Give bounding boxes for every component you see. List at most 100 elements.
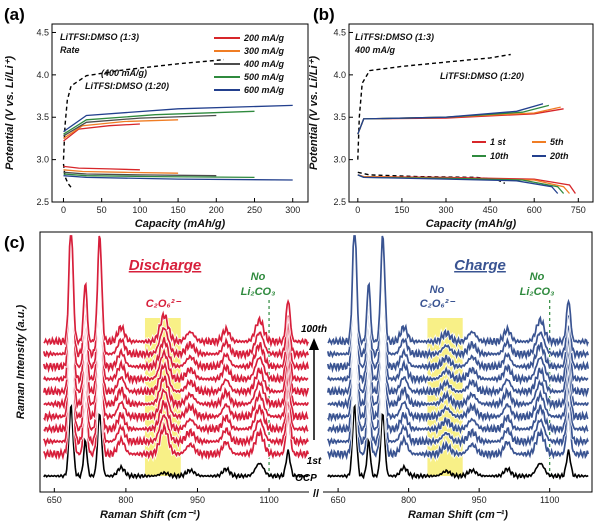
a-reference-charge-curve bbox=[62, 58, 224, 160]
c-right-x-tick-label: 950 bbox=[472, 495, 487, 505]
a-series-0-charge-curve bbox=[63, 123, 140, 142]
panel-c-x-ticks: 650 800 950 1100 650 800 950 1100 bbox=[47, 488, 559, 505]
a-series-0-discharge-curve bbox=[63, 165, 140, 171]
c-right-cycle-trace bbox=[327, 235, 589, 348]
b-x-tick-label: 750 bbox=[571, 205, 586, 215]
c-left-ocp-trace bbox=[43, 403, 309, 481]
c-left-x-tick-label: 800 bbox=[118, 495, 133, 505]
panel-c-marker-lines bbox=[268, 300, 551, 476]
a-y-tick-label: 3.5 bbox=[36, 112, 49, 122]
b-reference-charge-curve bbox=[357, 53, 511, 160]
a-y-tick-label: 4.0 bbox=[36, 70, 49, 80]
panel-a-y-ticks: 2.5 3.0 3.5 4.0 4.5 bbox=[36, 27, 56, 207]
c-left-x-tick-label: 650 bbox=[47, 495, 62, 505]
panel-a-y-axis-title: Potential (V vs. Li/Li⁺) bbox=[4, 56, 16, 170]
panel-b-y-ticks: 2.5 3.0 3.5 4.0 4.5 bbox=[333, 27, 353, 207]
panel-b-plot-frame bbox=[348, 23, 594, 203]
a-series-2-charge-curve bbox=[63, 114, 217, 137]
panel-b-label: (b) bbox=[313, 5, 335, 24]
a-series-3-charge-curve bbox=[63, 110, 255, 135]
panel-c-ocp-label: OCP bbox=[295, 473, 317, 484]
panel-c-charge-species-label: C₂O₆²⁻ bbox=[420, 298, 456, 310]
b-x-tick-label: 0 bbox=[355, 205, 360, 215]
panel-a-discharge-charge-rate: (a) 0 50 100 150 200 250 300 2.5 3.0 3.5 4.0 4.5 L… bbox=[4, 5, 309, 230]
panel-c-cycle-arrowhead-icon bbox=[309, 338, 319, 350]
a-legend-label: 400 mA/g bbox=[243, 59, 285, 69]
panel-c-plot-frame bbox=[39, 231, 593, 493]
panel-a-header-rate: Rate bbox=[60, 45, 80, 55]
a-series-1-charge-curve bbox=[63, 119, 179, 139]
panel-b-curves bbox=[357, 53, 576, 194]
panel-c-x-axis-title-right: Raman Shift (cm⁻¹) bbox=[408, 509, 508, 521]
panel-b-x-ticks: 0 150 300 450 600 750 bbox=[355, 198, 586, 215]
b-legend-label: 10th bbox=[490, 151, 509, 161]
b-y-tick-label: 4.5 bbox=[333, 27, 346, 37]
b-y-tick-label: 2.5 bbox=[333, 197, 346, 207]
b-series-3-charge-curve bbox=[357, 103, 544, 135]
b-x-tick-label: 450 bbox=[483, 205, 498, 215]
b-series-1-charge-curve bbox=[357, 106, 561, 135]
a-legend-label: 200 mA/g bbox=[243, 33, 285, 43]
panel-b-y-axis-title: Potential (V vs. Li/Li⁺) bbox=[308, 56, 320, 170]
panel-c-x-axis-title-left: Raman Shift (cm⁻¹) bbox=[100, 509, 200, 521]
a-x-tick-label: 100 bbox=[132, 205, 147, 215]
a-x-tick-label: 0 bbox=[61, 205, 66, 215]
a-reference-discharge-curve bbox=[62, 163, 74, 190]
panel-c-traces bbox=[42, 234, 590, 481]
panel-b-cycling: (b) 0 150 300 450 600 750 2.5 3.0 3.5 4.0 4.5 LiT… bbox=[308, 5, 594, 230]
b-legend-label: 20th bbox=[549, 151, 569, 161]
panel-c-charge-no-label: No bbox=[430, 284, 445, 296]
c-right-x-tick-label: 1100 bbox=[540, 495, 559, 505]
panel-a-legend: 200 mA/g 300 mA/g 400 mA/g 500 mA/g 600 mA/g bbox=[214, 33, 285, 95]
c-right-x-tick-label: 800 bbox=[401, 495, 416, 505]
panel-c-discharge-no-species: Li₂CO₃ bbox=[241, 286, 276, 298]
b-legend-label: 1 st bbox=[490, 137, 507, 147]
a-x-tick-label: 200 bbox=[209, 205, 224, 215]
a-legend-label: 500 mA/g bbox=[244, 72, 285, 82]
a-y-tick-label: 4.5 bbox=[36, 27, 49, 37]
c-left-x-tick-label: 1100 bbox=[259, 495, 278, 505]
a-x-tick-label: 150 bbox=[171, 205, 186, 215]
panel-c-label: (c) bbox=[4, 233, 25, 252]
panel-b-header-electrolyte: LiTFSI:DMSO (1:3) bbox=[355, 32, 434, 42]
panel-a-plot-frame bbox=[51, 23, 309, 203]
panel-a-annotation-current: (400 mA/g) bbox=[101, 68, 147, 78]
a-series-1-discharge-curve bbox=[63, 169, 179, 174]
b-x-tick-label: 600 bbox=[527, 205, 542, 215]
b-x-tick-label: 300 bbox=[438, 205, 453, 215]
panel-a-x-ticks: 0 50 100 150 200 250 300 bbox=[61, 198, 300, 215]
panel-c-discharge-title: Discharge bbox=[129, 257, 202, 274]
a-x-tick-label: 300 bbox=[285, 205, 300, 215]
panel-c-charge-no-label-2: No bbox=[530, 271, 545, 283]
panel-a-label: (a) bbox=[4, 5, 25, 24]
panel-c-raman: (c) 650 800 950 1100 650 800 950 1100 // Discha… bbox=[4, 231, 593, 521]
b-y-tick-label: 3.0 bbox=[333, 155, 346, 165]
a-y-tick-label: 2.5 bbox=[36, 197, 49, 207]
a-legend-label: 600 mA/g bbox=[244, 85, 285, 95]
c-left-x-tick-label: 950 bbox=[190, 495, 205, 505]
panel-b-header-rate: 400 mA/g bbox=[354, 45, 396, 55]
panel-c-axis-break-gap bbox=[309, 486, 323, 498]
panel-c-charge-no-species: Li₂CO₃ bbox=[520, 286, 555, 298]
panel-c-discharge-species-label: C₂O₆²⁻ bbox=[146, 298, 182, 310]
b-series-3-discharge-curve bbox=[357, 174, 559, 194]
a-x-tick-label: 250 bbox=[247, 205, 262, 215]
b-y-tick-label: 4.0 bbox=[333, 70, 346, 80]
b-x-tick-label: 150 bbox=[394, 205, 409, 215]
panel-b-legend: 1 st 5th 10th 20th bbox=[472, 137, 569, 161]
a-series-4-discharge-curve bbox=[63, 175, 293, 181]
a-y-tick-label: 3.0 bbox=[36, 155, 49, 165]
panel-a-annotation-electrolyte: LiTFSI:DMSO (1:20) bbox=[85, 81, 169, 91]
a-legend-label: 300 mA/g bbox=[244, 46, 285, 56]
panel-b-annotation-electrolyte: LiTFSI:DMSO (1:20) bbox=[440, 71, 524, 81]
panel-b-x-axis-title: Capacity (mAh/g) bbox=[426, 218, 517, 230]
panel-c-cycle-bottom-label: 1st bbox=[307, 456, 322, 467]
b-legend-label: 5th bbox=[550, 137, 564, 147]
panel-a-x-axis-title: Capacity (mAh/g) bbox=[135, 218, 226, 230]
a-x-tick-label: 50 bbox=[97, 205, 107, 215]
panel-a-curves bbox=[62, 58, 293, 190]
panel-c-charge-title: Charge bbox=[454, 257, 506, 274]
panel-c-discharge-no-label: No bbox=[251, 271, 266, 283]
panel-c-cycle-top-label: 100th bbox=[301, 324, 327, 335]
a-series-3-discharge-curve bbox=[63, 173, 255, 179]
